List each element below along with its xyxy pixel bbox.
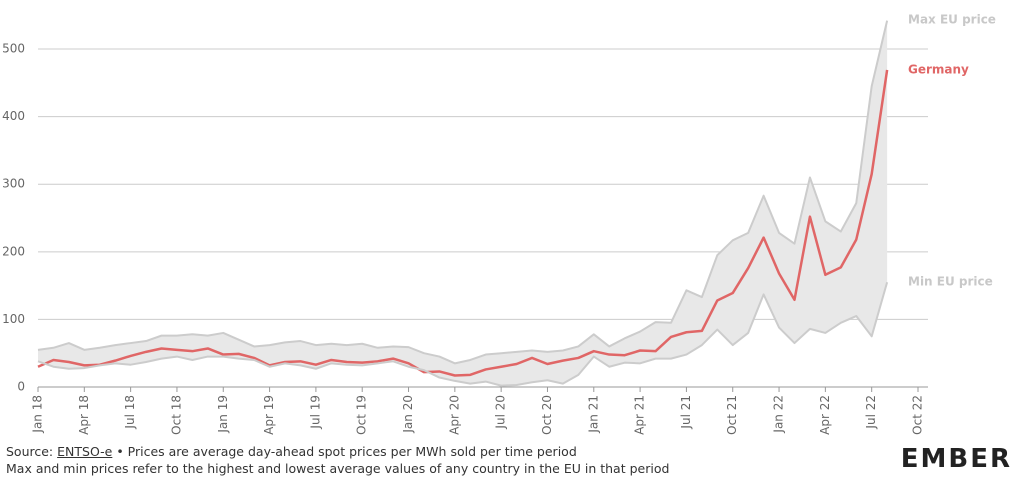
x-tick-label: Apr 22 [818, 395, 832, 435]
x-tick-label: Apr 18 [77, 395, 91, 435]
x-tick-label: Oct 21 [725, 395, 739, 435]
source-prefix: Source: [6, 444, 58, 459]
series-label: Min EU price [908, 275, 993, 289]
chart: 0 100 200 300 400 500 Jan 18 Apr 18 Jul 18 Oct 18… [2, 13, 996, 435]
x-tick-label: Jan 21 [586, 395, 600, 434]
y-tick-label: 500 [2, 42, 25, 56]
x-tick-label: Jan 19 [216, 395, 230, 434]
x-tick-label: Jul 18 [123, 395, 137, 430]
series-line [37, 20, 889, 365]
x-tick-label: Oct 18 [169, 395, 183, 435]
x-tick-label: Jul 19 [308, 395, 322, 430]
x-tick-label: Jan 20 [401, 395, 415, 434]
note: Max and min prices refer to the highest … [6, 461, 670, 476]
y-tick-label: 300 [2, 177, 25, 191]
x-tick-label: Oct 22 [911, 395, 925, 435]
series-line [37, 281, 889, 387]
series-label: Germany [908, 62, 969, 76]
series-line [37, 69, 889, 377]
series-label: Max EU price [908, 13, 996, 27]
y-tick-label: 100 [2, 312, 25, 326]
x-tick-label: Apr 21 [633, 395, 647, 435]
logo: EMBER [900, 444, 1012, 474]
x-tick-label: Jan 22 [772, 395, 786, 434]
x-tick-label: Oct 19 [355, 395, 369, 435]
x-tick-label: Apr 20 [447, 395, 461, 435]
y-tick-label: 400 [2, 109, 25, 123]
x-tick-label: Apr 19 [262, 395, 276, 435]
source-text: • Prices are average day-ahead spot pric… [112, 444, 577, 459]
x-tick-label: Oct 20 [540, 395, 554, 435]
range-band [38, 20, 888, 386]
y-tick-label: 200 [2, 244, 25, 258]
x-tick-label: Jul 22 [864, 395, 878, 430]
x-tick-label: Jan 18 [31, 395, 45, 434]
x-tick-label: Jul 20 [494, 395, 508, 430]
source-link[interactable]: ENTSO-e [57, 444, 113, 459]
source-line: Source: ENTSO-e • Prices are average day… [6, 444, 577, 459]
y-tick-label: 0 [17, 380, 25, 394]
x-tick-label: Jul 21 [679, 395, 693, 430]
